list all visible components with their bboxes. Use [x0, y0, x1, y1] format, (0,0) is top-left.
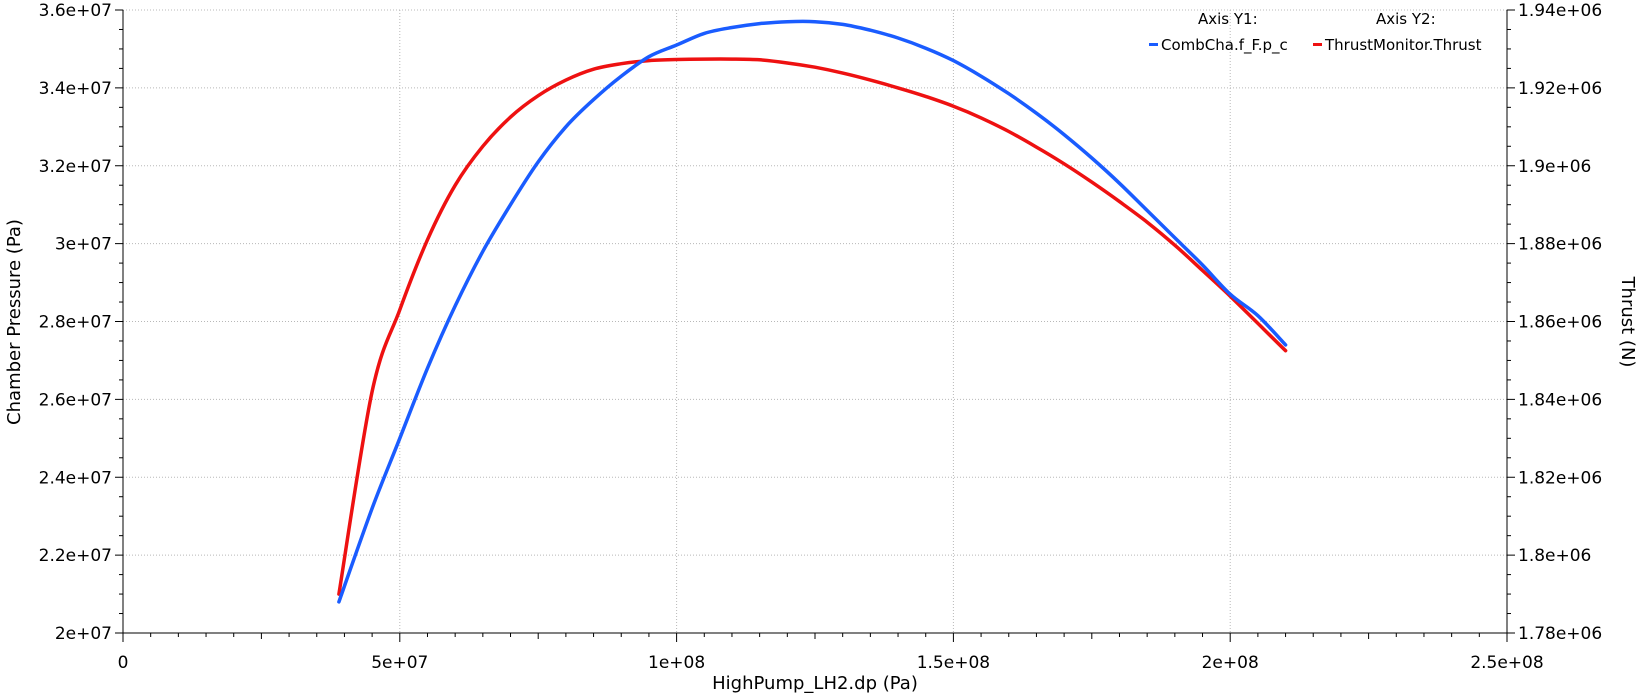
y2-tick-label: 1.94e+06 [1518, 1, 1602, 21]
y2-tick-label: 1.8e+06 [1518, 546, 1591, 566]
y2-tick-label: 1.86e+06 [1518, 313, 1602, 333]
y1-tick-label: 2.2e+07 [39, 546, 112, 566]
legend-label-thrust: ThrustMonitor.Thrust [1324, 36, 1482, 54]
y1-axis-title: Chamber Pressure (Pa) [4, 219, 25, 425]
y1-tick-label: 3.6e+07 [39, 1, 112, 21]
legend: Axis Y1: Axis Y2: CombCha.f_F.p_c Thrust… [1149, 10, 1482, 55]
x-tick-label: 1e+08 [648, 653, 705, 673]
x-tick-label: 2.5e+08 [1470, 653, 1543, 673]
x-tick-label: 2e+08 [1202, 653, 1259, 673]
y2-axis-title: Thrust (N) [1617, 276, 1638, 368]
grid-lines [123, 9, 1507, 633]
y1-tick-label: 3.4e+07 [39, 79, 112, 99]
y2-tick-label: 1.82e+06 [1518, 468, 1602, 488]
x-tick-label: 0 [118, 653, 129, 673]
x-tick-label: 5e+07 [371, 653, 428, 673]
y2-tick-label: 1.9e+06 [1518, 157, 1591, 177]
series-line-combcha [337, 19, 1288, 604]
y1-tick-label: 3e+07 [55, 235, 112, 255]
legend-axis-y1-header: Axis Y1: [1198, 10, 1258, 28]
x-axis-ticks: 0 5e+07 1e+08 1.5e+08 2e+08 2.5e+08 [118, 633, 1544, 673]
series-line-thrust [337, 57, 1288, 596]
legend-swatch-thrust [1313, 43, 1322, 46]
y2-tick-label: 1.92e+06 [1518, 79, 1602, 99]
series-lines [337, 19, 1288, 604]
legend-label-combcha: CombCha.f_F.p_c [1161, 36, 1288, 55]
x-tick-label: 1.5e+08 [917, 653, 990, 673]
y1-tick-label: 2.8e+07 [39, 313, 112, 333]
y1-tick-label: 2.4e+07 [39, 468, 112, 488]
y1-tick-label: 3.2e+07 [39, 157, 112, 177]
legend-swatch-combcha [1149, 43, 1158, 46]
y2-axis-ticks: 1.78e+06 1.8e+06 1.82e+06 1.84e+06 1.86e+06 1… [1507, 1, 1602, 644]
legend-axis-y2-header: Axis Y2: [1376, 10, 1436, 28]
y1-tick-label: 2e+07 [55, 624, 112, 644]
y2-tick-label: 1.78e+06 [1518, 624, 1602, 644]
y1-tick-label: 2.6e+07 [39, 390, 112, 410]
y2-tick-label: 1.88e+06 [1518, 235, 1602, 255]
x-axis-title: HighPump_LH2.dp (Pa) [712, 673, 918, 694]
y1-axis-ticks: 2e+07 2.2e+07 2.4e+07 2.6e+07 2.8e+07 3e+07 3.… [39, 1, 123, 644]
y2-tick-label: 1.84e+06 [1518, 390, 1602, 410]
